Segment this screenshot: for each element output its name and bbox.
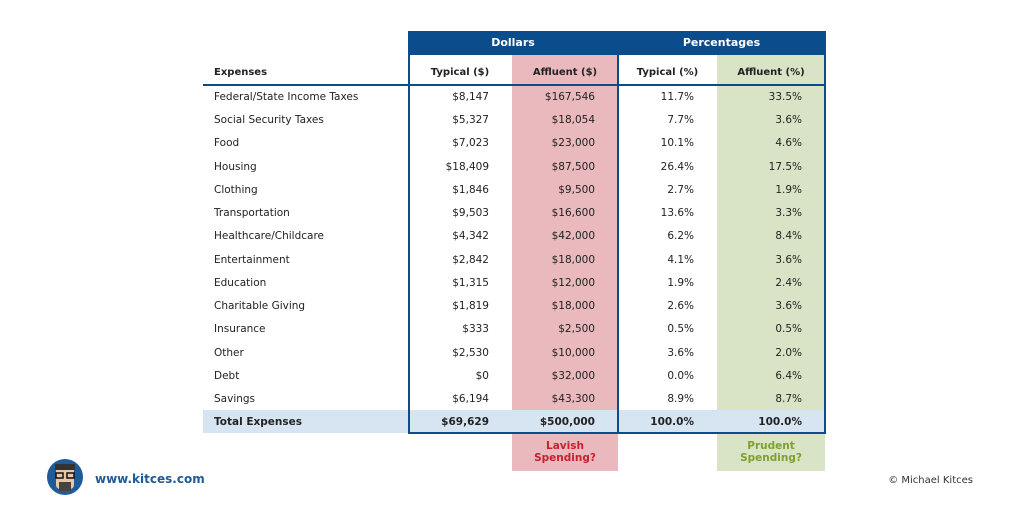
cell-value: $42,000 bbox=[551, 230, 595, 243]
copyright: © Michael Kitces bbox=[888, 475, 973, 486]
cell-value: $43,300 bbox=[551, 392, 595, 405]
column-header: Affluent (%) bbox=[737, 67, 805, 78]
cell-value: $12,000 bbox=[551, 276, 595, 289]
cell-value: $2,500 bbox=[558, 323, 595, 336]
cell-value: 8.4% bbox=[775, 230, 802, 243]
cell-value: 1.9% bbox=[775, 183, 802, 196]
cell-value: 0.5% bbox=[667, 323, 694, 336]
cell-value: 3.6% bbox=[775, 114, 802, 127]
column-header: Typical ($) bbox=[430, 67, 490, 78]
row-label: Food bbox=[214, 137, 240, 150]
cell-value: 10.1% bbox=[660, 137, 694, 150]
cell-value: 17.5% bbox=[768, 160, 802, 173]
row-label: Debt bbox=[214, 369, 240, 382]
cell-value: 8.7% bbox=[775, 392, 802, 405]
cell-value: 3.3% bbox=[775, 207, 802, 220]
cell-value: $333 bbox=[462, 323, 489, 336]
cell-value: $2,842 bbox=[452, 253, 489, 266]
row-label: Transportation bbox=[214, 207, 290, 220]
cell-value: 6.4% bbox=[775, 369, 802, 382]
cell-value: $9,503 bbox=[452, 207, 489, 220]
cell-value: $1,846 bbox=[452, 183, 489, 196]
cell-value: 2.6% bbox=[667, 300, 694, 313]
cell-value: 26.4% bbox=[660, 160, 694, 173]
affluent-pct-band bbox=[717, 55, 825, 433]
total-cell: 100.0% bbox=[650, 416, 694, 428]
total-band bbox=[203, 410, 825, 433]
group-header-band bbox=[408, 31, 825, 55]
cell-value: $5,327 bbox=[452, 114, 489, 127]
cell-value: 0.5% bbox=[775, 323, 802, 336]
logo bbox=[47, 459, 83, 495]
cell-value: $1,819 bbox=[452, 300, 489, 313]
cell-value: $1,315 bbox=[452, 276, 489, 289]
cell-value: 33.5% bbox=[768, 91, 802, 103]
border bbox=[408, 31, 410, 434]
row-label: Housing bbox=[214, 160, 257, 173]
row-label: Education bbox=[214, 276, 267, 289]
cell-value: 3.6% bbox=[775, 253, 802, 266]
cell-value: 2.7% bbox=[667, 183, 694, 196]
border bbox=[408, 432, 826, 434]
border bbox=[617, 31, 619, 434]
cell-value: 6.2% bbox=[667, 230, 694, 243]
cell-value: 2.4% bbox=[775, 276, 802, 289]
row-label: Entertainment bbox=[214, 253, 290, 266]
note: Lavish Spending? bbox=[512, 434, 618, 471]
cell-value: $0 bbox=[475, 369, 489, 382]
row-label: Other bbox=[214, 346, 244, 359]
cell-value: $4,342 bbox=[452, 230, 489, 243]
cell-value: 13.6% bbox=[660, 207, 694, 220]
cell-value: 1.9% bbox=[667, 276, 694, 289]
cell-value: $8,147 bbox=[452, 91, 489, 103]
row-label: Insurance bbox=[214, 323, 266, 336]
cell-value: $10,000 bbox=[551, 346, 595, 359]
column-header: Typical (%) bbox=[636, 67, 699, 78]
cell-value: $167,546 bbox=[544, 91, 595, 103]
cell-value: $87,500 bbox=[551, 160, 595, 173]
border bbox=[824, 31, 826, 434]
affluent-dollars-band bbox=[512, 55, 618, 433]
cell-value: $16,600 bbox=[551, 207, 595, 220]
cell-value: 4.6% bbox=[775, 137, 802, 150]
website: www.kitces.com bbox=[95, 472, 205, 486]
row-label: Savings bbox=[214, 392, 256, 405]
cell-value: $18,000 bbox=[551, 300, 595, 313]
cell-value: $23,000 bbox=[551, 137, 595, 150]
cell-value: $18,409 bbox=[445, 160, 489, 173]
cell-value: $2,530 bbox=[452, 346, 489, 359]
cell-value: 0.0% bbox=[667, 369, 694, 382]
total-cell: Total Expenses bbox=[214, 416, 303, 428]
row-label: Social Security Taxes bbox=[214, 114, 324, 127]
row-label: Charitable Giving bbox=[214, 300, 306, 313]
cell-value: $18,000 bbox=[551, 253, 595, 266]
cell-value: 3.6% bbox=[667, 346, 694, 359]
cell-value: 2.0% bbox=[775, 346, 802, 359]
note: Prudent Spending? bbox=[717, 434, 825, 471]
cell-value: 11.7% bbox=[660, 91, 694, 103]
column-header: Expenses bbox=[214, 67, 268, 78]
row-label: Healthcare/Childcare bbox=[214, 230, 325, 243]
cell-value: $18,054 bbox=[551, 114, 595, 127]
row-label: Federal/State Income Taxes bbox=[214, 91, 359, 103]
group-header: Percentages bbox=[682, 36, 761, 49]
total-cell: $500,000 bbox=[539, 416, 595, 428]
cell-value: $9,500 bbox=[558, 183, 595, 196]
header-rule bbox=[203, 84, 825, 86]
cell-value: 7.7% bbox=[667, 114, 694, 127]
total-cell: 100.0% bbox=[758, 416, 802, 428]
cell-value: 4.1% bbox=[667, 253, 694, 266]
row-label: Clothing bbox=[214, 183, 258, 196]
cell-value: $6,194 bbox=[452, 392, 489, 405]
cell-value: 3.6% bbox=[775, 300, 802, 313]
cell-value: $32,000 bbox=[551, 369, 595, 382]
group-header: Dollars bbox=[491, 36, 535, 49]
column-header: Affluent ($) bbox=[532, 67, 598, 78]
cell-value: $7,023 bbox=[452, 137, 489, 150]
cell-value: 8.9% bbox=[667, 392, 694, 405]
total-cell: $69,629 bbox=[441, 416, 489, 428]
